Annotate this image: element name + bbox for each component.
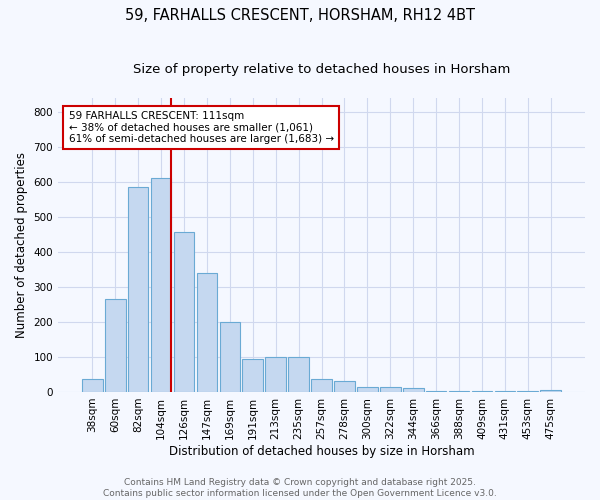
Text: 59 FARHALLS CRESCENT: 111sqm
← 38% of detached houses are smaller (1,061)
61% of: 59 FARHALLS CRESCENT: 111sqm ← 38% of de…	[68, 111, 334, 144]
Bar	[265, 357, 286, 392]
Bar	[242, 360, 263, 392]
Bar	[311, 379, 332, 392]
Text: Contains HM Land Registry data © Crown copyright and database right 2025.
Contai: Contains HM Land Registry data © Crown c…	[103, 478, 497, 498]
X-axis label: Distribution of detached houses by size in Horsham: Distribution of detached houses by size …	[169, 444, 475, 458]
Bar	[472, 390, 492, 392]
Bar	[288, 357, 309, 392]
Bar	[541, 390, 561, 392]
Bar	[151, 178, 172, 392]
Bar	[197, 273, 217, 392]
Y-axis label: Number of detached properties: Number of detached properties	[15, 152, 28, 338]
Bar	[426, 390, 446, 392]
Bar	[380, 386, 401, 392]
Bar	[403, 388, 424, 392]
Bar	[82, 379, 103, 392]
Title: Size of property relative to detached houses in Horsham: Size of property relative to detached ho…	[133, 62, 510, 76]
Bar	[449, 391, 469, 392]
Bar	[105, 299, 125, 392]
Bar	[173, 232, 194, 392]
Bar	[128, 187, 148, 392]
Bar	[334, 380, 355, 392]
Text: 59, FARHALLS CRESCENT, HORSHAM, RH12 4BT: 59, FARHALLS CRESCENT, HORSHAM, RH12 4BT	[125, 8, 475, 22]
Bar	[220, 322, 240, 392]
Bar	[357, 387, 377, 392]
